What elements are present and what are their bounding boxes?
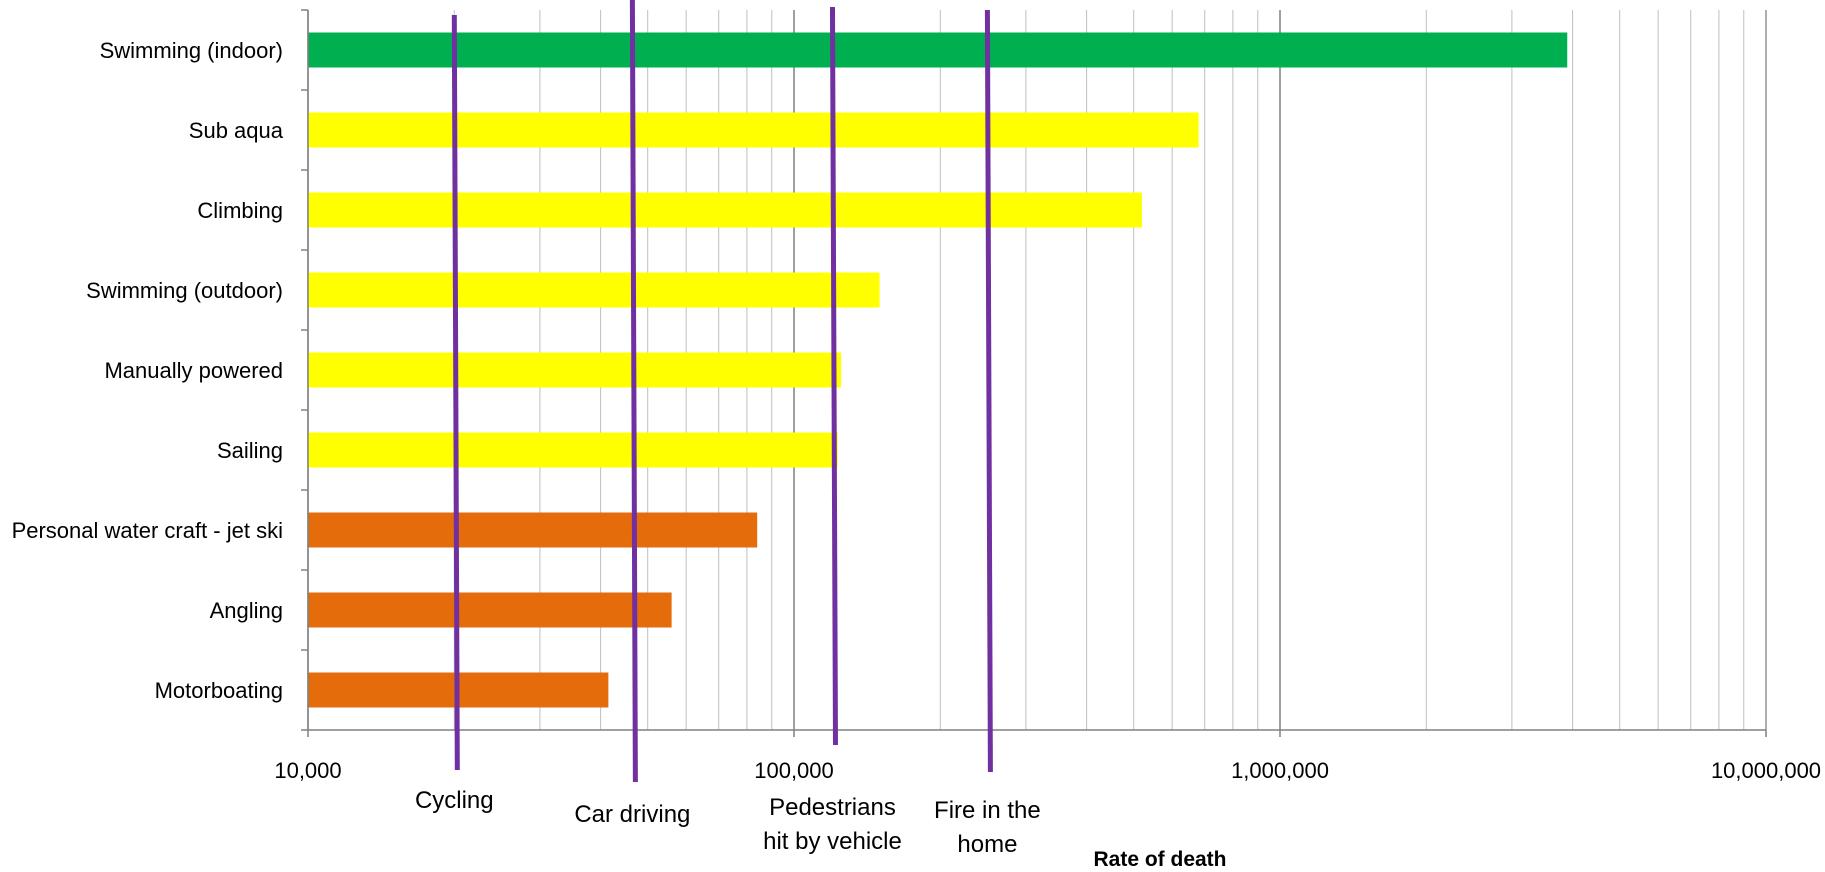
reference-label: Pedestrians [769, 794, 896, 821]
reference-label: Cycling [415, 787, 494, 814]
category-label: Swimming (indoor) [100, 38, 283, 63]
bars [308, 32, 1568, 708]
category-label: Sub aqua [189, 118, 284, 143]
reference-label: Fire in the [934, 797, 1041, 824]
bar-personal-water-craft-jet-ski [308, 512, 758, 548]
bar-sub-aqua [308, 112, 1199, 148]
bar-climbing [308, 192, 1142, 228]
reference-labels: Cycling Car driving Pedestrians hit by vehi… [415, 787, 1041, 858]
category-label: Sailing [217, 438, 283, 463]
category-label: Personal water craft - jet ski [12, 518, 283, 543]
x-axis-title: Rate of death [1093, 848, 1226, 871]
x-tick-label: 10,000,000 [1711, 758, 1821, 783]
category-label: Swimming (outdoor) [86, 278, 283, 303]
category-label: Angling [210, 598, 283, 623]
x-tick-label: 100,000 [754, 758, 834, 783]
reference-lines [451, 0, 993, 783]
category-labels: Swimming (indoor) Sub aqua Climbing Swimmin… [12, 38, 284, 703]
reference-label: home [957, 831, 1017, 858]
reference-label: Car driving [574, 801, 690, 828]
x-tick-label: 10,000 [274, 758, 341, 783]
reference-line [451, 14, 460, 771]
bar-manually-powered [308, 352, 842, 388]
bar-swimming-outdoor [308, 272, 880, 308]
reference-line [629, 0, 638, 783]
category-label: Motorboating [155, 678, 283, 703]
axes [301, 9, 1767, 737]
reference-line [829, 6, 838, 746]
x-tick-label: 1,000,000 [1231, 758, 1329, 783]
category-label: Climbing [197, 198, 283, 223]
bar-swimming-indoor [308, 32, 1568, 68]
reference-line [984, 9, 993, 773]
reference-label: hit by vehicle [763, 828, 902, 855]
category-label: Manually powered [104, 358, 283, 383]
x-tick-labels: 10,000 100,000 1,000,000 10,000,000 [274, 758, 1821, 783]
bar-angling [308, 592, 672, 628]
bar-sailing [308, 432, 838, 468]
